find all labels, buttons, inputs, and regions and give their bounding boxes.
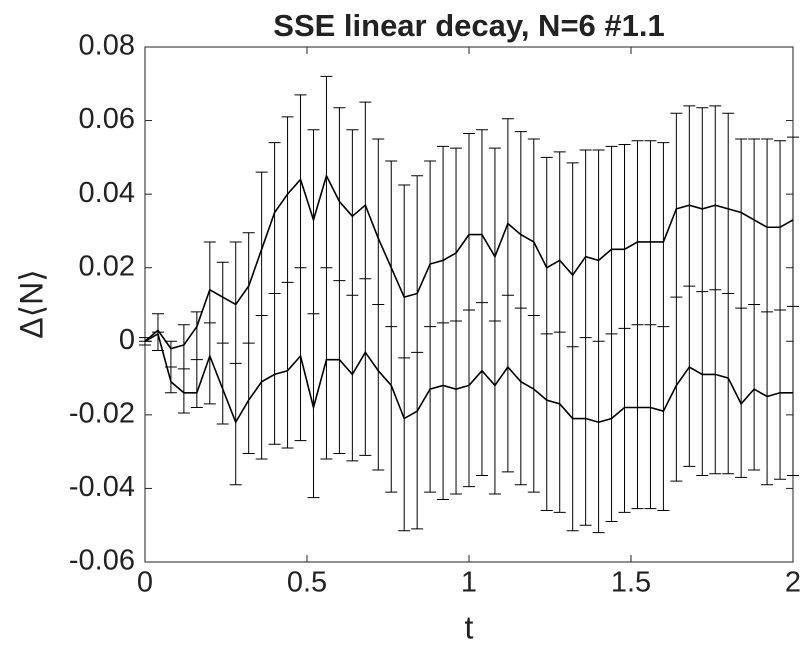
error-bar bbox=[190, 311, 203, 408]
error-bar bbox=[475, 129, 488, 477]
error-bar bbox=[657, 142, 670, 511]
error-bar bbox=[592, 149, 605, 534]
y-tick-label: 0 bbox=[119, 324, 135, 356]
error-bar bbox=[359, 101, 372, 456]
error-bar bbox=[216, 261, 229, 425]
error-bar bbox=[229, 241, 242, 486]
error-bar bbox=[255, 171, 268, 460]
error-bar bbox=[735, 138, 748, 478]
error-bar bbox=[579, 149, 592, 526]
y-tick-label: 0.02 bbox=[79, 250, 135, 282]
error-bar bbox=[411, 175, 424, 530]
error-bar bbox=[320, 75, 333, 460]
error-bar bbox=[566, 162, 579, 532]
error-bar bbox=[670, 112, 683, 482]
y-tick-label: 0.04 bbox=[79, 177, 135, 209]
x-tick-label: 0 bbox=[137, 567, 153, 599]
error-bar bbox=[164, 340, 177, 394]
error-bar bbox=[631, 140, 644, 510]
error-bar bbox=[501, 118, 514, 473]
line bbox=[144, 173, 794, 350]
error-bar bbox=[372, 138, 385, 471]
error-bar bbox=[242, 232, 255, 454]
y-tick-label: 0.06 bbox=[79, 103, 135, 135]
error-bar bbox=[722, 112, 735, 475]
error-bar bbox=[709, 105, 722, 475]
error-bar bbox=[268, 142, 281, 445]
error-bar bbox=[385, 160, 398, 493]
error-bar bbox=[514, 131, 527, 486]
error-bar bbox=[696, 107, 709, 477]
x-tick-label: 0.5 bbox=[287, 567, 327, 599]
error-bar bbox=[618, 143, 631, 513]
error-bar bbox=[307, 129, 320, 499]
error-bar bbox=[488, 147, 501, 495]
error-bar bbox=[774, 140, 787, 480]
x-axis-label: t bbox=[465, 609, 474, 645]
error-bar bbox=[761, 138, 774, 486]
error-bar bbox=[463, 132, 475, 488]
error-bar bbox=[644, 140, 657, 510]
error-bar bbox=[450, 147, 463, 495]
error-bar bbox=[151, 313, 164, 351]
error-bar bbox=[333, 107, 346, 454]
error-bar bbox=[605, 145, 618, 523]
error-bar bbox=[424, 160, 437, 493]
error-bar bbox=[553, 151, 566, 513]
y-tick-label: -0.06 bbox=[69, 545, 135, 577]
error-bar bbox=[294, 94, 307, 442]
error-bar bbox=[787, 136, 799, 477]
error-bar bbox=[398, 184, 411, 532]
y-tick-label: -0.02 bbox=[69, 398, 135, 430]
error-bar bbox=[748, 138, 761, 471]
error-bar bbox=[437, 145, 450, 500]
error-bar bbox=[346, 129, 359, 462]
error-bar bbox=[281, 116, 294, 449]
y-axis-label: Δ⟨N⟩ bbox=[13, 269, 49, 338]
line bbox=[144, 332, 793, 425]
y-tick-label: 0.08 bbox=[79, 30, 135, 62]
error-bar bbox=[177, 324, 190, 414]
error-bar bbox=[683, 105, 696, 467]
x-tick-label: 2 bbox=[785, 567, 801, 599]
x-tick-label: 1 bbox=[461, 567, 477, 599]
error-bar bbox=[203, 241, 216, 405]
x-tick-label: 1.5 bbox=[611, 567, 651, 599]
chart-title: SSE linear decay, N=6 #1.1 bbox=[273, 8, 664, 43]
error-bar bbox=[527, 138, 540, 493]
error-bar bbox=[540, 156, 553, 511]
y-tick-label: -0.04 bbox=[69, 471, 135, 503]
